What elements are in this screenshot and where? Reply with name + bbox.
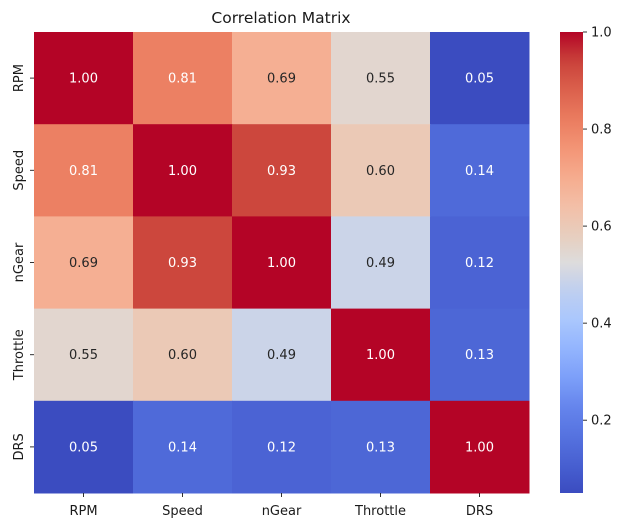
- heatmap-cell: [133, 32, 233, 125]
- heatmap-cell: [34, 124, 134, 217]
- cell-annotation: 1.00: [69, 72, 98, 87]
- cell-annotation: 0.93: [267, 164, 296, 179]
- cell-annotation: 1.00: [465, 440, 494, 455]
- heatmap-cell: [232, 216, 332, 310]
- heatmap-cell: [133, 124, 233, 217]
- cell-annotation: 0.81: [69, 164, 98, 179]
- y-tick-label: nGear: [12, 242, 27, 282]
- cell-annotation: 0.49: [366, 256, 395, 271]
- cell-annotation: 0.14: [465, 164, 494, 179]
- cell-annotation: 0.81: [168, 72, 197, 87]
- cell-annotation: 0.60: [366, 164, 395, 179]
- x-tick-label: Speed: [162, 504, 203, 519]
- y-tick-label: RPM: [12, 64, 27, 92]
- colorbar-tick-label: 0.6: [591, 220, 612, 235]
- cell-annotation: 0.05: [69, 440, 98, 455]
- colorbar-gradient: [560, 32, 583, 493]
- colorbar-tick-label: 0.4: [591, 317, 612, 332]
- heatmap-cell: [34, 32, 134, 125]
- x-tick-label: DRS: [466, 504, 493, 519]
- y-tick-label: Speed: [12, 150, 27, 191]
- cell-annotation: 0.69: [267, 72, 296, 87]
- cell-annotation: 0.05: [465, 72, 494, 87]
- heatmap-cell: [331, 400, 431, 494]
- heatmap-cell: [430, 308, 530, 402]
- heatmap-cell: [232, 308, 332, 402]
- heatmap-cell: [133, 400, 233, 494]
- heatmap-cell: [34, 308, 134, 402]
- chart-title: Correlation Matrix: [211, 9, 350, 27]
- heatmap-cell: [331, 216, 431, 310]
- cell-annotation: 1.00: [366, 348, 395, 363]
- heatmap-cell: [430, 400, 530, 494]
- heatmap-cell: [331, 32, 431, 125]
- heatmap-cells: 1.00 0.81 0.69 0.55 0.05 0.81 1.00 0.93 0.60 0.14…: [34, 32, 530, 494]
- cell-annotation: 0.13: [366, 440, 395, 455]
- x-axis: RPM Speed nGear Throttle DRS: [69, 493, 493, 519]
- heatmap-cell: [430, 216, 530, 310]
- cell-annotation: 0.93: [168, 256, 197, 271]
- cell-annotation: 0.69: [69, 256, 98, 271]
- x-tick-label: Throttle: [354, 504, 406, 519]
- heatmap-cell: [133, 216, 233, 310]
- cell-annotation: 0.60: [168, 348, 197, 363]
- heatmap-cell: [133, 308, 233, 402]
- heatmap-cell: [331, 308, 431, 402]
- heatmap-cell: [34, 216, 134, 310]
- cell-annotation: 0.13: [465, 348, 494, 363]
- cell-annotation: 1.00: [267, 256, 296, 271]
- cell-annotation: 0.49: [267, 348, 296, 363]
- cell-annotation: 0.12: [267, 440, 296, 455]
- heatmap-cell: [232, 32, 332, 125]
- colorbar-tick-label: 1.0: [591, 26, 612, 41]
- cell-annotation: 0.12: [465, 256, 494, 271]
- cell-annotation: 0.14: [168, 440, 197, 455]
- colorbar: 0.2 0.4 0.6 0.8 1.0: [560, 26, 612, 493]
- x-tick-label: nGear: [262, 504, 302, 519]
- colorbar-tick-label: 0.8: [591, 123, 612, 138]
- cell-annotation: 0.55: [366, 72, 395, 87]
- colorbar-tick-label: 0.2: [591, 414, 612, 429]
- y-axis: RPM Speed nGear Throttle DRS: [12, 64, 34, 461]
- heatmap-cell: [430, 32, 530, 125]
- heatmap-cell: [430, 124, 530, 217]
- heatmap-cell: [34, 400, 134, 494]
- y-tick-label: DRS: [12, 433, 27, 460]
- y-tick-label: Throttle: [12, 329, 27, 381]
- x-tick-label: RPM: [69, 504, 97, 519]
- cell-annotation: 1.00: [168, 164, 197, 179]
- cell-annotation: 0.55: [69, 348, 98, 363]
- heatmap-cell: [331, 124, 431, 217]
- heatmap-cell: [232, 124, 332, 217]
- heatmap-cell: [232, 400, 332, 494]
